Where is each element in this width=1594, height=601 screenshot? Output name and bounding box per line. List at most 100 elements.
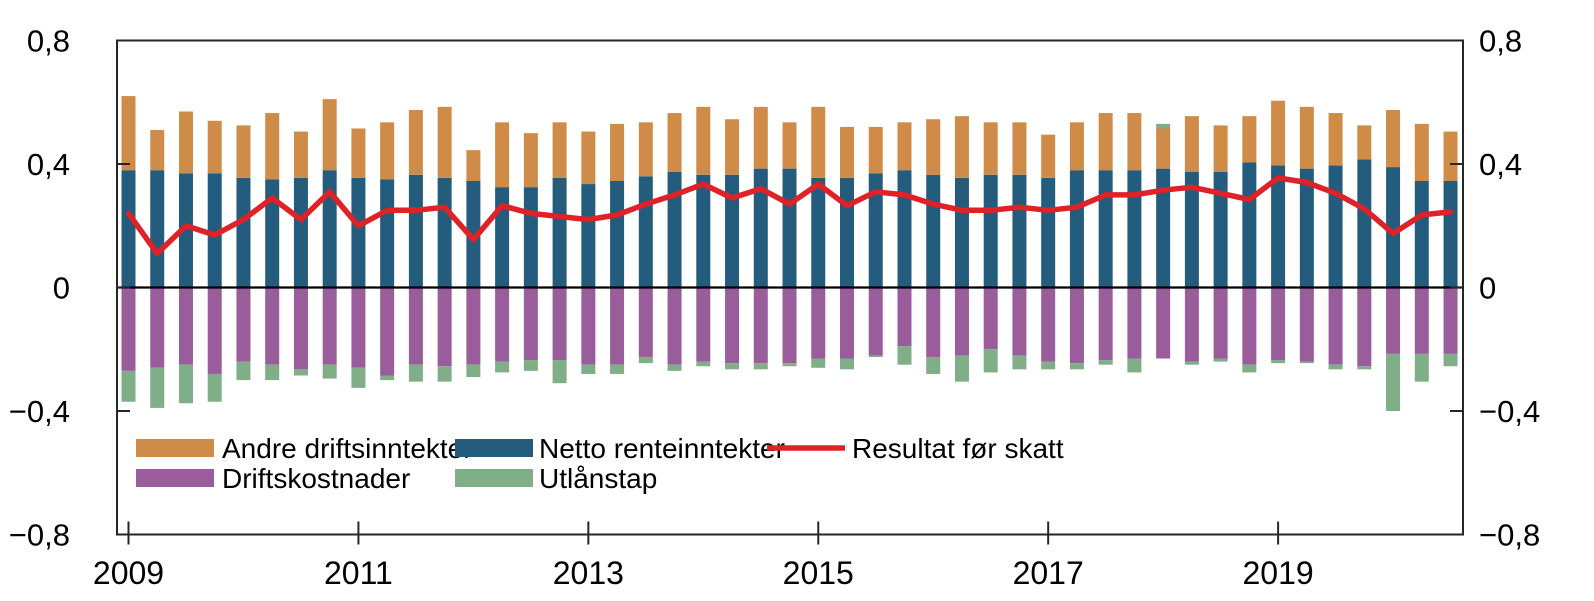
bar-segment-driftskostnader: [581, 287, 596, 365]
bar-segment-driftskostnader: [1242, 287, 1257, 365]
bar-segment-andre-driftsinntekter: [1127, 113, 1142, 171]
bar-segment-netto-renteinntekter: [1271, 165, 1286, 288]
bar-segment-andre-driftsinntekter: [1271, 100, 1286, 166]
bar-segment-driftskostnader: [1127, 287, 1142, 359]
bar-segment-netto-renteinntekter: [236, 177, 251, 288]
bar-segment-utl-nstap: [840, 358, 854, 370]
bar-segment-driftskostnader: [1299, 287, 1314, 362]
bar-segment-utl-nstap: [1443, 353, 1458, 367]
bar-segment-netto-renteinntekter: [926, 174, 941, 288]
bar-segment-utl-nstap: [1357, 366, 1372, 370]
bar-segment-utl-nstap: [1242, 364, 1257, 373]
bar-segment-driftskostnader: [610, 287, 625, 365]
bar-segment-andre-driftsinntekter: [552, 122, 567, 178]
bar-segment-driftskostnader: [638, 287, 653, 357]
legend-swatch-netto-renteinntekter: [455, 439, 533, 457]
bar-segment-utl-nstap: [753, 363, 768, 370]
bar-segment-driftskostnader: [1443, 287, 1458, 354]
bar-segment-driftskostnader: [523, 287, 538, 361]
bar-segment-netto-renteinntekter: [782, 168, 797, 288]
bar-segment-andre-driftsinntekter: [351, 128, 366, 178]
bar-segment-utl-nstap: [466, 364, 481, 378]
bar-segment-andre-driftsinntekter: [897, 122, 912, 171]
bar-segment-driftskostnader: [1184, 287, 1199, 362]
bar-segment-utl-nstap: [380, 375, 395, 381]
bar-segment-driftskostnader: [351, 287, 366, 368]
bar-segment-utl-nstap: [868, 355, 883, 357]
bar-segment-andre-driftsinntekter: [610, 123, 625, 181]
bar-segment-andre-driftsinntekter: [150, 130, 165, 171]
bar-segment-driftskostnader: [293, 287, 308, 370]
bar-segment-utl-nstap: [1299, 361, 1314, 364]
bar-segment-andre-driftsinntekter: [983, 122, 998, 175]
y-axis-label-right: 0,4: [1479, 147, 1522, 182]
bar-segment-utl-nstap: [437, 366, 452, 382]
bar-segment-andre-driftsinntekter: [1414, 123, 1429, 181]
bar-segment-driftskostnader: [1069, 287, 1084, 364]
bar-segment-driftskostnader: [782, 287, 797, 364]
bar-segment-driftskostnader: [236, 287, 251, 362]
bar-segment-andre-driftsinntekter: [207, 120, 222, 174]
bar-segment-netto-renteinntekter: [1156, 168, 1171, 288]
bar-segment-driftskostnader: [1386, 287, 1401, 354]
x-axis-label: 2015: [783, 555, 854, 591]
bar-segment-utl-nstap: [322, 364, 337, 379]
bar-segment-andre-driftsinntekter: [236, 125, 251, 178]
bar-segment-utl-nstap: [581, 364, 596, 374]
bar-segment-andre-driftsinntekter: [840, 126, 854, 178]
bar-segment-netto-renteinntekter: [150, 170, 165, 288]
x-axis-label: 2013: [553, 555, 624, 591]
bar-segment-andre-driftsinntekter: [782, 122, 797, 169]
bar-segment-utl-nstap: [696, 361, 711, 367]
bar-segment-driftskostnader: [1357, 287, 1372, 367]
bar-segment-netto-renteinntekter: [1069, 170, 1084, 288]
bar-segment-andre-driftsinntekter: [1299, 106, 1314, 169]
bar-segment-andre-driftsinntekter: [495, 122, 510, 188]
bar-segment-utl-nstap: [782, 363, 797, 367]
bar-segment-andre-driftsinntekter: [121, 96, 136, 171]
bar-segment-netto-renteinntekter: [265, 179, 280, 288]
bar-segment-utl-nstap: [121, 370, 136, 402]
bar-segment-utl-nstap: [552, 360, 567, 384]
bar-segment-utl-nstap: [667, 364, 682, 371]
bar-segment-andre-driftsinntekter: [954, 116, 969, 178]
bar-segment-driftskostnader: [1156, 287, 1171, 359]
bar-segment-netto-renteinntekter: [1012, 174, 1027, 288]
bar-segment-utl-nstap: [926, 356, 941, 374]
bar-segment-driftskostnader: [380, 287, 395, 376]
legend-swatch-driftskostnader: [136, 469, 214, 487]
bar-segment-andre-driftsinntekter: [437, 106, 452, 178]
bar-segment-netto-renteinntekter: [868, 173, 883, 288]
y-axis-label-left: 0,4: [27, 147, 70, 182]
bar-segment-driftskostnader: [265, 287, 280, 365]
bar-segment-driftskostnader: [926, 287, 941, 357]
y-axis-label-left: −0,4: [9, 394, 70, 429]
bar-segment-andre-driftsinntekter: [380, 122, 395, 180]
bar-segment-utl-nstap: [408, 364, 423, 382]
bar-segment-andre-driftsinntekter: [1328, 113, 1343, 166]
bar-segment-netto-renteinntekter: [1443, 180, 1458, 288]
legend-swatch-andre-driftsinntekter: [136, 439, 214, 457]
bar-segment-netto-renteinntekter: [1299, 168, 1314, 288]
bar-segment-driftskostnader: [207, 287, 222, 374]
bar-segment-andre-driftsinntekter: [293, 131, 308, 178]
bar-segment-driftskostnader: [408, 287, 423, 365]
bar-segment-netto-renteinntekter: [380, 179, 395, 288]
bar-segment-netto-renteinntekter: [811, 177, 826, 288]
bar-segment-utl-nstap: [610, 364, 625, 374]
bar-segment-netto-renteinntekter: [1414, 180, 1429, 288]
bar-segment-netto-renteinntekter: [1127, 170, 1142, 288]
bar-segment-utl-nstap: [954, 355, 969, 382]
bar-segment-andre-driftsinntekter: [1098, 113, 1113, 171]
bar-segment-netto-renteinntekter: [121, 170, 136, 288]
bar-segment-utl-nstap: [1386, 353, 1401, 411]
bar-segment-netto-renteinntekter: [696, 174, 711, 288]
bar-segment-netto-renteinntekter: [954, 177, 969, 288]
bar-segment-utl-nstap: [1156, 123, 1171, 129]
bar-segment-utl-nstap: [523, 360, 538, 371]
bar-segment-andre-driftsinntekter: [1184, 116, 1199, 172]
bar-segment-driftskostnader: [466, 287, 481, 365]
bar-segment-andre-driftsinntekter: [1443, 131, 1458, 181]
bar-segment-andre-driftsinntekter: [725, 119, 740, 175]
